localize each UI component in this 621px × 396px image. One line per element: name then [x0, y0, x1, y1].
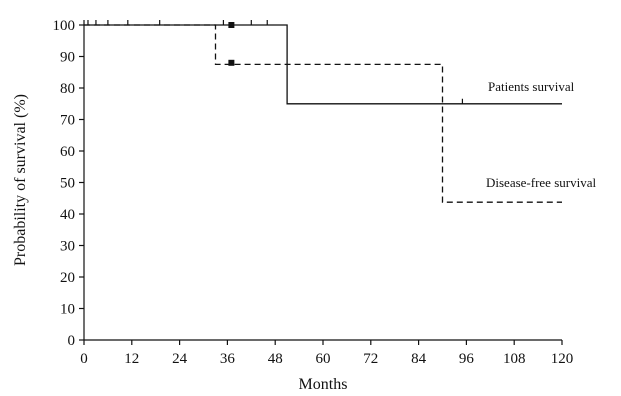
- y-tick-label: 90: [60, 50, 75, 66]
- y-axis-ticks: 0 10 20 30 40 50 60 70 80 90 100: [53, 18, 84, 349]
- x-tick-label: 0: [80, 351, 88, 367]
- x-axis-title: Months: [299, 376, 348, 393]
- series-label-patients-survival: Patients survival: [488, 79, 575, 94]
- x-tick-label: 36: [220, 351, 236, 367]
- square-marker: [228, 22, 235, 28]
- x-tick-label: 12: [124, 351, 139, 367]
- x-tick-label: 48: [268, 351, 283, 367]
- x-tick-label: 96: [459, 351, 475, 367]
- x-axis-ticks: 0 12 24 36 48 60 72 84 96 108 120: [80, 340, 573, 367]
- x-tick-label: 84: [411, 351, 427, 367]
- y-tick-label: 100: [53, 18, 76, 34]
- x-tick-label: 72: [363, 351, 378, 367]
- square-marker: [228, 59, 235, 66]
- y-tick-label: 50: [60, 176, 75, 192]
- y-tick-label: 20: [60, 270, 75, 286]
- y-tick-label: 0: [68, 333, 76, 349]
- y-tick-label: 30: [60, 239, 75, 255]
- series-layer: [84, 20, 562, 203]
- x-tick-label: 108: [503, 351, 526, 367]
- y-axis-title: Probability of survival (%): [12, 94, 29, 266]
- series-line-disease-free-survival: [84, 24, 562, 203]
- plot-area: [84, 20, 562, 203]
- y-tick-label: 10: [60, 302, 75, 318]
- y-tick-label: 80: [60, 81, 75, 97]
- marker-layer: [228, 22, 235, 66]
- x-tick-label: 120: [551, 351, 574, 367]
- y-tick-label: 60: [60, 144, 75, 160]
- x-tick-label: 24: [172, 351, 188, 367]
- series-label-disease-free-survival: Disease-free survival: [486, 175, 596, 190]
- y-tick-label: 40: [60, 207, 75, 223]
- x-tick-label: 60: [316, 351, 331, 367]
- y-tick-label: 70: [60, 113, 75, 129]
